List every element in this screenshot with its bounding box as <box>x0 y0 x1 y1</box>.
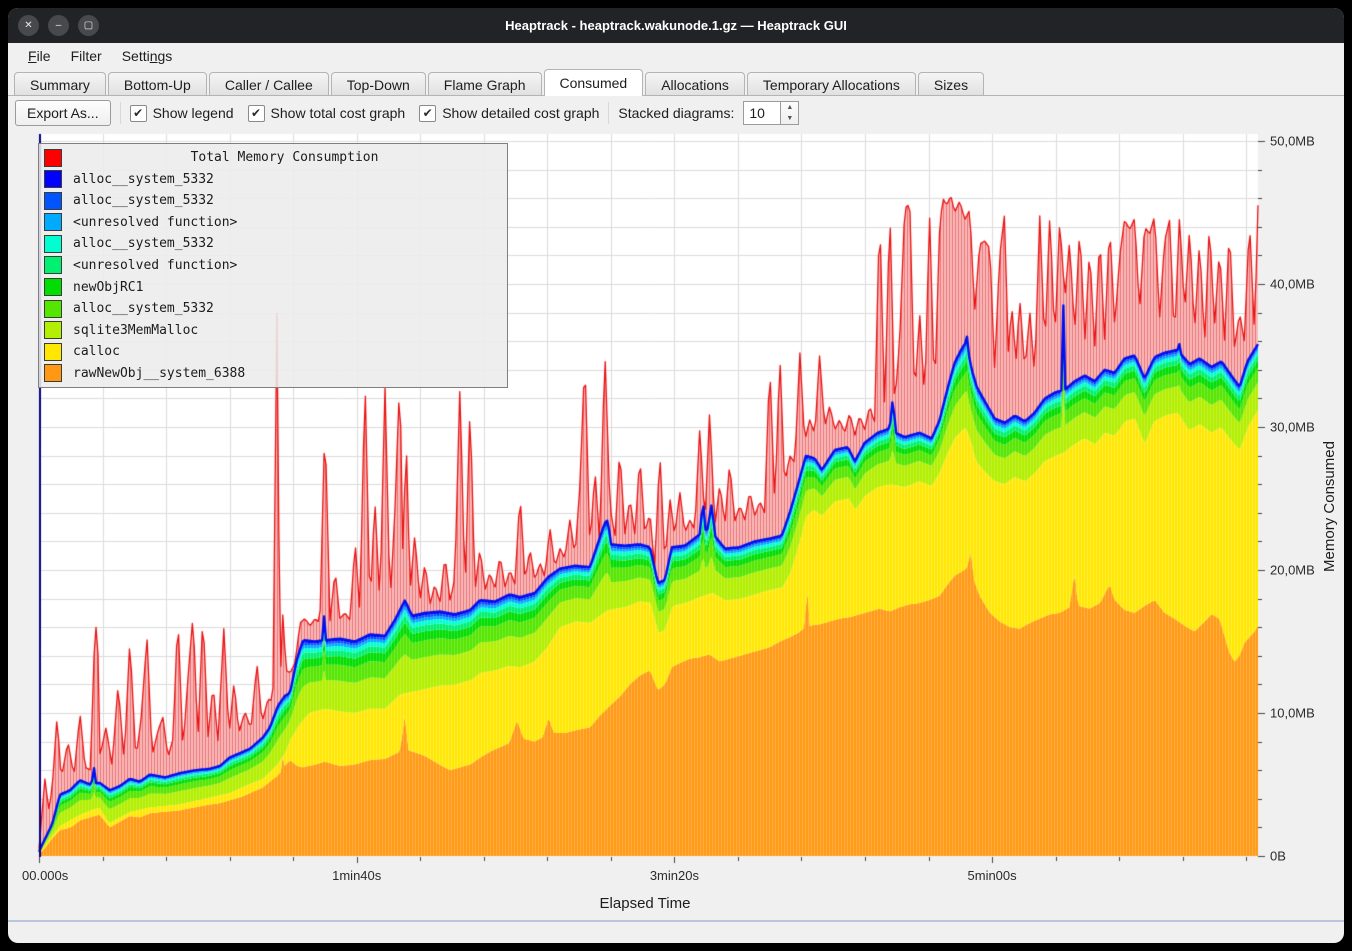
y-tick-label: 10,0MB <box>1270 705 1315 721</box>
legend-label: sqlite3MemMalloc <box>73 322 199 338</box>
menu-item-filter[interactable]: Filter <box>70 48 102 64</box>
y-tick-label: 30,0MB <box>1270 419 1315 435</box>
maximize-button[interactable]: ▢ <box>78 15 99 36</box>
menu-bar: File Filter Settings <box>8 43 1344 69</box>
y-axis-title: Memory Consumed <box>1320 441 1338 572</box>
titlebar: ✕ – ▢ Heaptrack - heaptrack.wakunode.1.g… <box>8 8 1344 43</box>
legend-label: alloc__system_5332 <box>73 193 214 209</box>
checkbox-label: Show total cost graph <box>270 105 406 121</box>
app-window: ✕ – ▢ Heaptrack - heaptrack.wakunode.1.g… <box>8 8 1344 943</box>
tab-flame-graph[interactable]: Flame Graph <box>427 72 542 96</box>
close-icon: ✕ <box>24 19 33 31</box>
tab-sizes[interactable]: Sizes <box>917 72 985 96</box>
checkbox-box[interactable]: ✔ <box>129 104 147 122</box>
tab-caller-callee[interactable]: Caller / Callee <box>208 72 329 96</box>
legend-label: Total Memory Consumption <box>190 150 379 166</box>
menu-item-settings[interactable]: Settings <box>121 48 173 64</box>
legend-swatch-icon <box>44 234 62 253</box>
legend-swatch-icon <box>44 191 62 210</box>
stepper-down-icon[interactable]: ▼ <box>786 115 794 122</box>
y-tick-label: 40,0MB <box>1270 276 1315 292</box>
stacked-diagrams-label: Stacked diagrams: <box>618 105 735 121</box>
legend-title-row: Total Memory Consumption <box>39 148 507 168</box>
legend-label: alloc__system_5332 <box>73 236 214 252</box>
legend-label: rawNewObj__system_6388 <box>73 365 246 381</box>
legend-swatch-icon <box>44 170 62 189</box>
checkbox-show-total-cost-graph[interactable]: ✔ Show total cost graph <box>247 104 406 122</box>
toolbar-separator <box>119 102 121 124</box>
chart-legend: Total Memory Consumption alloc__system_53… <box>38 143 508 388</box>
legend-item: alloc__system_5332 <box>39 169 507 189</box>
export-as-button[interactable]: Export As... <box>15 100 111 126</box>
tab-allocations[interactable]: Allocations <box>645 72 745 96</box>
legend-swatch-icon <box>44 364 62 383</box>
x-tick-label: 5min00s <box>967 868 1017 883</box>
legend-item: <unresolved function> <box>39 212 507 232</box>
checkbox-label: Show detailed cost graph <box>442 105 600 121</box>
minimize-icon: – <box>55 19 62 31</box>
menu-item-file[interactable]: File <box>28 48 51 64</box>
legend-swatch-icon <box>44 321 62 340</box>
tab-consumed[interactable]: Consumed <box>543 69 644 96</box>
legend-item: alloc__system_5332 <box>39 299 507 319</box>
legend-swatch-icon <box>44 342 62 361</box>
toolbar-separator <box>608 102 610 124</box>
legend-item: alloc__system_5332 <box>39 234 507 254</box>
checkbox-box[interactable]: ✔ <box>419 104 437 122</box>
legend-item: alloc__system_5332 <box>39 191 507 211</box>
x-tick-label: 1min40s <box>332 868 382 883</box>
x-tick-label: 3min20s <box>649 868 699 883</box>
legend-label: alloc__system_5332 <box>73 171 214 187</box>
legend-swatch-icon <box>44 256 62 275</box>
checkbox-label: Show legend <box>152 105 234 121</box>
legend-swatch-icon <box>44 299 62 318</box>
toolbar: Export As... ✔ Show legend ✔ Show total cos… <box>8 96 1344 130</box>
checkbox-show-legend[interactable]: ✔ Show legend <box>129 104 234 122</box>
tab-summary[interactable]: Summary <box>14 72 106 96</box>
memory-consumption-chart: Total Memory Consumption alloc__system_53… <box>8 130 1344 922</box>
tab-bar: Summary Bottom-Up Caller / Callee Top-Down F… <box>8 69 1344 96</box>
legend-label: <unresolved function> <box>73 257 238 273</box>
y-tick-label: 50,0MB <box>1270 133 1315 149</box>
tab-top-down[interactable]: Top-Down <box>330 72 426 96</box>
checkbox-box[interactable]: ✔ <box>247 104 265 122</box>
legend-item: calloc <box>39 342 507 362</box>
legend-label: calloc <box>73 344 120 360</box>
legend-label: newObjRC1 <box>73 279 144 295</box>
legend-label: alloc__system_5332 <box>73 301 214 317</box>
x-tick-label: 00.000s <box>22 868 69 883</box>
y-tick-label: 0B <box>1270 848 1286 864</box>
maximize-icon: ▢ <box>83 19 94 31</box>
legend-item: <unresolved function> <box>39 255 507 275</box>
legend-label: <unresolved function> <box>73 214 238 230</box>
close-button[interactable]: ✕ <box>18 15 39 36</box>
stacked-diagrams-stepper[interactable]: 10 ▲ ▼ <box>743 101 800 125</box>
window-title: Heaptrack - heaptrack.wakunode.1.gz — He… <box>505 18 847 33</box>
stepper-up-icon[interactable]: ▲ <box>786 104 794 111</box>
x-axis-title: Elapsed Time <box>599 895 691 912</box>
tab-temporary-allocations[interactable]: Temporary Allocations <box>746 72 916 96</box>
legend-item: rawNewObj__system_6388 <box>39 363 507 383</box>
legend-item: newObjRC1 <box>39 277 507 297</box>
minimize-button[interactable]: – <box>48 15 69 36</box>
stacked-diagrams-value[interactable]: 10 <box>743 101 782 125</box>
y-tick-label: 20,0MB <box>1270 562 1315 578</box>
legend-item: sqlite3MemMalloc <box>39 320 507 340</box>
legend-swatch-icon <box>44 278 62 297</box>
tab-bottom-up[interactable]: Bottom-Up <box>107 72 207 96</box>
legend-swatch-icon <box>44 148 62 167</box>
legend-swatch-icon <box>44 213 62 232</box>
checkbox-show-detailed-cost-graph[interactable]: ✔ Show detailed cost graph <box>419 104 600 122</box>
